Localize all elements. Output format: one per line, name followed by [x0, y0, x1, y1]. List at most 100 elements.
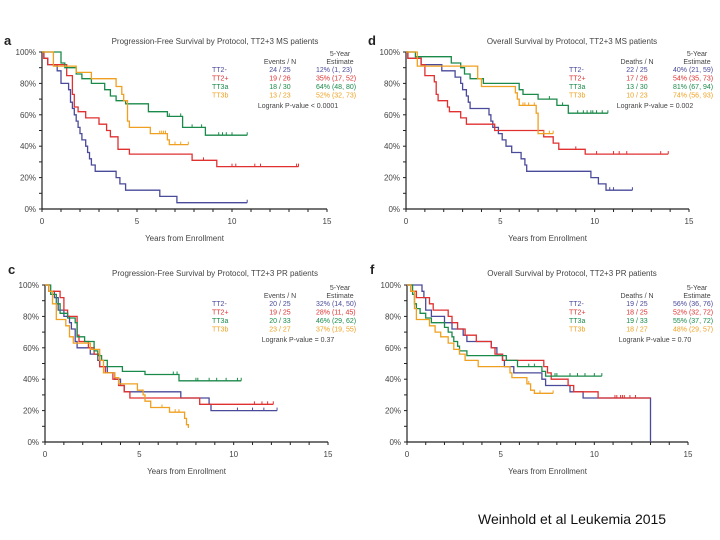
legend-header-count: Deaths / N — [620, 293, 653, 300]
legend-estimate: 28% (11, 45) — [316, 310, 356, 317]
logrank-pvalue: Logrank P-value = 0.002 — [617, 103, 694, 110]
legend-name: TT3a — [569, 84, 585, 91]
y-tick-label: 40% — [20, 142, 36, 151]
legend-estimate: 12% (1, 23) — [316, 67, 352, 74]
legend-header-estimate-1: 5-Year — [330, 51, 351, 58]
legend-count: 23 / 27 — [269, 327, 291, 334]
legend-count: 20 / 33 — [269, 318, 291, 325]
y-tick-label: 80% — [20, 79, 36, 88]
legend-count: 13 / 30 — [626, 84, 648, 91]
panel-f: f Overall Survival by Protocol, TT2+3 PR … — [370, 262, 713, 476]
x-tick-label: 5 — [498, 450, 503, 459]
x-tick-label: 10 — [229, 450, 238, 459]
legend-name: TT2+ — [569, 310, 586, 317]
legend-header-estimate-2: Estimate — [326, 293, 353, 300]
y-tick-label: 80% — [385, 312, 401, 321]
logrank-pvalue: Logrank P-value = 0.37 — [262, 337, 335, 344]
legend-estimate: 81% (67, 94) — [673, 84, 713, 91]
legend-estimate: 48% (29, 57) — [673, 327, 713, 334]
km-curve-TT2- — [45, 284, 278, 412]
x-tick-label: 15 — [323, 217, 332, 226]
y-tick-label: 0% — [388, 205, 400, 214]
x-tick-label: 15 — [684, 450, 693, 459]
y-tick-label: 60% — [385, 344, 401, 353]
x-tick-label: 0 — [40, 217, 45, 226]
y-tick-label: 100% — [19, 281, 39, 290]
km-curve-TT3a — [406, 51, 608, 114]
legend-estimate: 64% (48, 80) — [316, 84, 356, 91]
y-tick-label: 60% — [23, 344, 39, 353]
legend-count: 19 / 25 — [626, 301, 648, 308]
panel-letter: c — [8, 262, 15, 277]
km-curve-TT2- — [406, 51, 633, 191]
km-curve-TT3a — [407, 284, 602, 377]
x-axis-label: Years from Enrollment — [508, 234, 588, 243]
legend-header-count: Events / N — [264, 293, 296, 300]
panel-letter: f — [370, 262, 375, 277]
chart-title: Progression-Free Survival by Protocol, T… — [112, 269, 318, 278]
x-axis-label: Years from Enrollment — [508, 467, 588, 476]
legend-count: 20 / 25 — [269, 301, 291, 308]
km-curve-TT3a — [42, 51, 248, 136]
legend-estimate: 74% (56, 93) — [673, 93, 713, 100]
legend-name: TT2+ — [212, 76, 229, 83]
y-tick-label: 40% — [23, 375, 39, 384]
km-curve-TT3a — [45, 284, 242, 382]
y-tick-label: 40% — [385, 375, 401, 384]
citation-text: Weinhold et al Leukemia 2015 — [478, 511, 667, 527]
legend-header-estimate-1: 5-Year — [330, 285, 351, 292]
y-tick-label: 80% — [384, 79, 400, 88]
legend-estimate: 37% (19, 55) — [316, 327, 356, 334]
y-tick-label: 100% — [380, 48, 400, 57]
legend-header-count: Events / N — [264, 59, 296, 66]
y-tick-label: 0% — [27, 438, 39, 447]
km-curve-TT2+ — [407, 284, 651, 399]
y-tick-label: 100% — [381, 281, 401, 290]
y-tick-label: 60% — [384, 111, 400, 120]
x-tick-label: 10 — [228, 217, 237, 226]
km-curve-TT2+ — [406, 51, 669, 155]
km-curve-TT2+ — [45, 284, 274, 405]
legend-name: TT3a — [212, 318, 228, 325]
km-curve-TT2- — [407, 284, 652, 442]
panel-letter: d — [368, 33, 376, 48]
panel-d: d Overall Survival by Protocol, TT2+3 MS … — [368, 33, 713, 243]
y-tick-label: 20% — [23, 407, 39, 416]
panel-c: c Progression-Free Survival by Protocol, … — [8, 262, 356, 476]
y-tick-label: 20% — [385, 407, 401, 416]
legend-count: 19 / 33 — [626, 318, 648, 325]
legend-name: TT3b — [569, 93, 585, 100]
panel-a: a Progression-Free Survival by Protocol, … — [4, 33, 356, 243]
logrank-pvalue: Logrank P-value < 0.0001 — [258, 103, 338, 110]
legend-header-count: Deaths / N — [620, 59, 653, 66]
legend-estimate: 56% (36, 76) — [673, 301, 713, 308]
y-tick-label: 20% — [384, 174, 400, 183]
legend-header-estimate-2: Estimate — [683, 59, 710, 66]
legend-name: TT3b — [212, 327, 228, 334]
km-curve-TT3b — [45, 284, 190, 428]
x-tick-label: 5 — [135, 217, 140, 226]
x-tick-label: 15 — [324, 450, 333, 459]
x-tick-label: 5 — [137, 450, 142, 459]
legend-name: TT3a — [212, 84, 228, 91]
y-tick-label: 40% — [384, 142, 400, 151]
x-tick-label: 5 — [498, 217, 503, 226]
x-tick-label: 10 — [590, 217, 599, 226]
legend-count: 22 / 25 — [626, 67, 648, 74]
legend-count: 19 / 25 — [269, 310, 291, 317]
x-axis-label: Years from Enrollment — [145, 234, 225, 243]
km-curve-TT3b — [407, 284, 554, 394]
legend-count: 13 / 23 — [269, 93, 291, 100]
legend-name: TT2+ — [569, 76, 586, 83]
legend-estimate: 32% (14, 50) — [316, 301, 356, 308]
km-curve-TT3b — [42, 51, 189, 146]
logrank-pvalue: Logrank P-value = 0.70 — [619, 337, 692, 344]
legend-estimate: 54% (35, 73) — [673, 76, 713, 83]
km-curve-TT2- — [42, 51, 248, 204]
legend-estimate: 52% (32, 72) — [673, 310, 713, 317]
legend-estimate: 40% (21, 59) — [673, 67, 713, 74]
